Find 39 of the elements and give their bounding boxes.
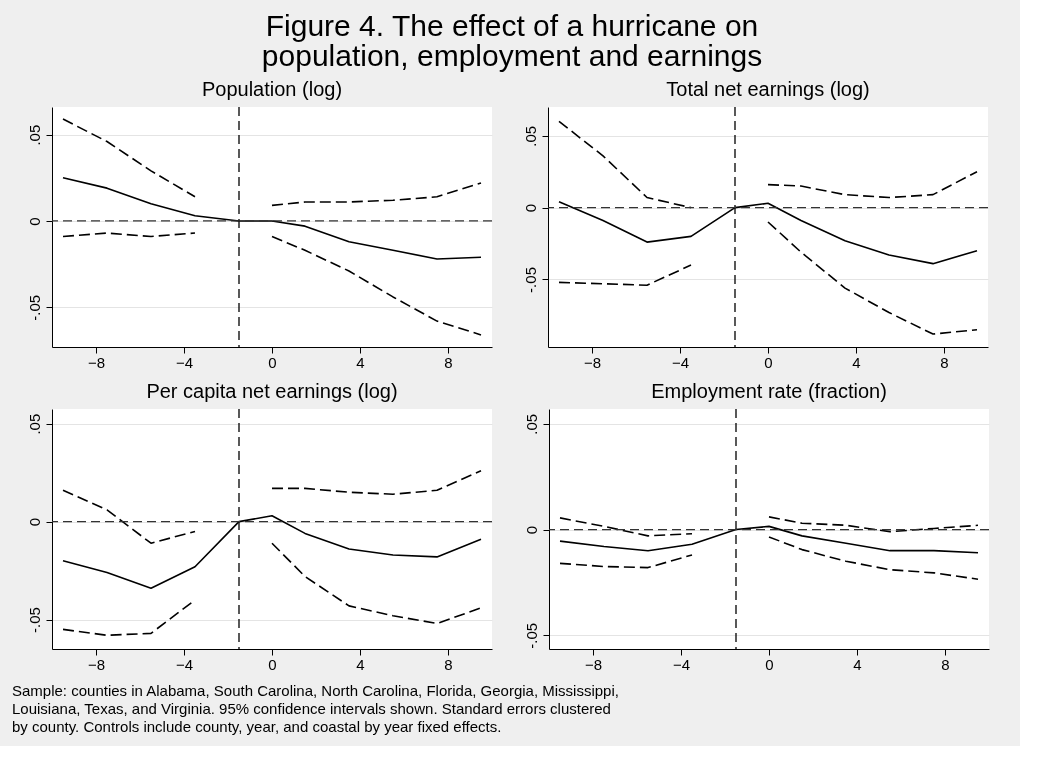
y-tick-label: -.05 [522, 622, 540, 649]
y-tick-label: -.05 [25, 607, 43, 634]
x-tick-label: −8 [584, 655, 603, 673]
y-tick-label: 0 [521, 203, 539, 213]
y-tick-label: .05 [522, 413, 540, 435]
x-tick-label: −4 [175, 655, 194, 673]
x-tick-label: −4 [175, 353, 194, 371]
y-tick-label: -.05 [25, 294, 43, 321]
x-tick-label: 8 [940, 353, 949, 371]
x-tick-label: 0 [268, 353, 277, 371]
x-tick-label: 4 [853, 655, 862, 673]
line-series [62, 176, 482, 260]
x-tick-label: 0 [765, 655, 774, 673]
x-tick-label: 4 [852, 353, 861, 371]
y-tick-label: .05 [25, 413, 43, 435]
x-tick-label: −4 [672, 655, 691, 673]
text: Figure 4. The effect of a hurricane on population, employment and earnings [261, 9, 763, 73]
x-tick-label: 0 [764, 353, 773, 371]
x-tick-label: −4 [671, 353, 690, 371]
x-tick-label: −8 [87, 655, 106, 673]
text: Sample: counties in Alabama, South Carolina, North Carolina, Florida, Georgia, Mississippi, Louisiana, Texas, and Virginia. 95% confidence intervals shown. Standard errors clustered by county. Controls include county, year, and coastal by year fixed effects. [12, 682, 619, 735]
x-tick-label: −8 [87, 353, 106, 371]
y-tick-label: 0 [25, 517, 43, 527]
y-tick-label: .05 [521, 125, 539, 147]
x-tick-label: 4 [356, 353, 365, 371]
chart-title: Employment rate (fraction) [651, 380, 887, 403]
y-tick-label: 0 [25, 217, 43, 226]
chart-title: Population (log) [201, 78, 343, 101]
x-tick-label: 8 [941, 655, 950, 673]
y-tick-label: .05 [25, 124, 43, 146]
y-tick-label: -.05 [521, 267, 539, 293]
x-tick-label: 8 [444, 655, 453, 673]
x-tick-label: 4 [356, 655, 365, 673]
x-tick-label: 8 [444, 353, 453, 371]
x-tick-label: 0 [268, 655, 277, 673]
x-tick-label: −8 [583, 353, 602, 371]
y-tick-label: 0 [522, 525, 540, 535]
chart-title: Per capita net earnings (log) [146, 380, 398, 403]
chart-title: Total net earnings (log) [666, 78, 870, 101]
